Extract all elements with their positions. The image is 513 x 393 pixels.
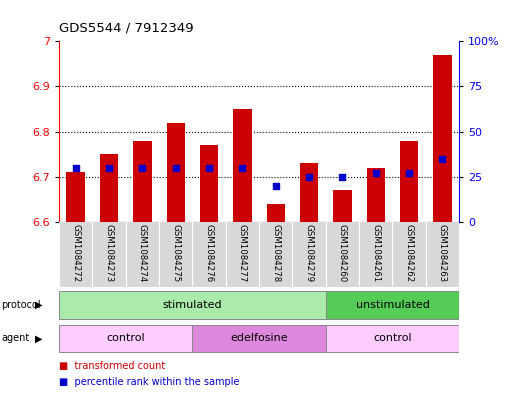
Text: GSM1084278: GSM1084278 bbox=[271, 224, 280, 282]
Bar bbox=[326, 325, 459, 352]
Text: edelfosine: edelfosine bbox=[230, 333, 288, 343]
Bar bbox=[367, 168, 385, 222]
Text: GSM1084274: GSM1084274 bbox=[138, 224, 147, 282]
Bar bbox=[392, 222, 426, 287]
Bar bbox=[292, 222, 326, 287]
Text: control: control bbox=[373, 333, 412, 343]
Bar bbox=[433, 55, 451, 222]
Text: ■  transformed count: ■ transformed count bbox=[59, 362, 165, 371]
Text: GSM1084275: GSM1084275 bbox=[171, 224, 180, 282]
Point bbox=[71, 165, 80, 171]
Text: ▶: ▶ bbox=[35, 300, 43, 310]
Text: control: control bbox=[106, 333, 145, 343]
Bar bbox=[59, 291, 326, 319]
Bar bbox=[126, 222, 159, 287]
Text: GSM1084279: GSM1084279 bbox=[305, 224, 313, 282]
Bar bbox=[133, 141, 151, 222]
Point bbox=[371, 170, 380, 176]
Text: GSM1084262: GSM1084262 bbox=[405, 224, 413, 282]
Point bbox=[405, 170, 413, 176]
Bar bbox=[267, 204, 285, 222]
Bar bbox=[333, 191, 351, 222]
Point bbox=[105, 165, 113, 171]
Point bbox=[205, 165, 213, 171]
Bar bbox=[226, 222, 259, 287]
Bar bbox=[59, 325, 192, 352]
Bar bbox=[192, 222, 226, 287]
Bar bbox=[233, 109, 251, 222]
Bar bbox=[59, 222, 92, 287]
Point bbox=[338, 174, 346, 180]
Point bbox=[438, 156, 446, 162]
Text: protocol: protocol bbox=[1, 300, 41, 310]
Bar bbox=[67, 173, 85, 222]
Text: GSM1084277: GSM1084277 bbox=[238, 224, 247, 282]
Bar bbox=[159, 222, 192, 287]
Bar bbox=[192, 325, 326, 352]
Text: ■  percentile rank within the sample: ■ percentile rank within the sample bbox=[59, 377, 240, 387]
Text: GSM1084263: GSM1084263 bbox=[438, 224, 447, 282]
Text: GSM1084272: GSM1084272 bbox=[71, 224, 80, 282]
Bar bbox=[167, 123, 185, 222]
Text: stimulated: stimulated bbox=[163, 300, 222, 310]
Text: GDS5544 / 7912349: GDS5544 / 7912349 bbox=[59, 22, 193, 35]
Bar bbox=[200, 145, 218, 222]
Text: GSM1084261: GSM1084261 bbox=[371, 224, 380, 282]
Bar bbox=[92, 222, 126, 287]
Text: ▶: ▶ bbox=[35, 333, 43, 343]
Bar bbox=[259, 222, 292, 287]
Point bbox=[305, 174, 313, 180]
Point bbox=[271, 183, 280, 189]
Bar bbox=[326, 222, 359, 287]
Bar bbox=[100, 154, 118, 222]
Point bbox=[138, 165, 146, 171]
Text: unstimulated: unstimulated bbox=[356, 300, 429, 310]
Bar bbox=[359, 222, 392, 287]
Text: GSM1084260: GSM1084260 bbox=[338, 224, 347, 282]
Point bbox=[171, 165, 180, 171]
Text: GSM1084273: GSM1084273 bbox=[105, 224, 113, 282]
Point bbox=[238, 165, 246, 171]
Bar bbox=[426, 222, 459, 287]
Bar bbox=[300, 163, 318, 222]
Text: agent: agent bbox=[1, 333, 29, 343]
Bar bbox=[400, 141, 418, 222]
Text: GSM1084276: GSM1084276 bbox=[205, 224, 213, 282]
Bar bbox=[326, 291, 459, 319]
